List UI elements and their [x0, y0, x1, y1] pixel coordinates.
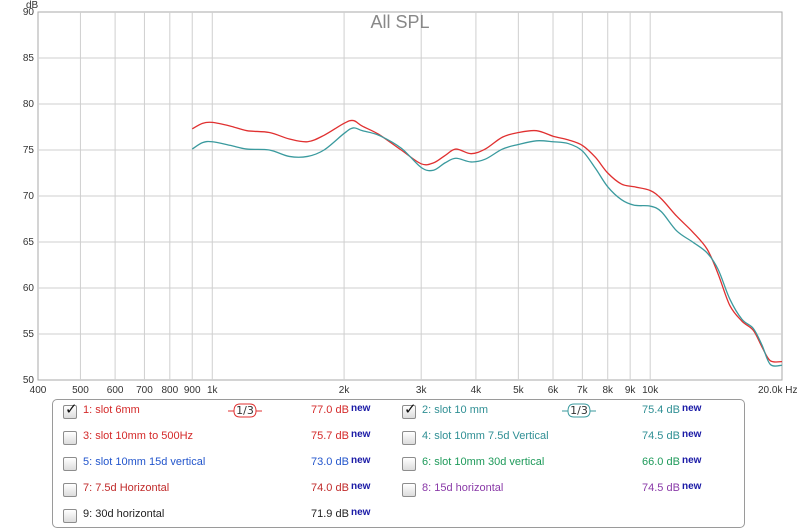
checkbox[interactable] [63, 431, 77, 445]
legend-label: 4: slot 10mm 7.5d Vertical [422, 430, 549, 442]
new-link[interactable]: new [351, 507, 371, 518]
series-line-2[interactable] [191, 127, 783, 367]
x-tick-label: 5k [513, 385, 525, 396]
legend-item-4: 4: slot 10mm 7.5d Vertical 74.5 dB new [392, 426, 732, 452]
x-tick-label: 1k [207, 385, 219, 396]
checkmark-icon: ✓ [65, 400, 78, 418]
x-tick-label: 700 [136, 385, 153, 396]
new-link[interactable]: new [682, 403, 702, 414]
checkbox[interactable] [402, 431, 416, 445]
x-tick-label: 9k [625, 385, 637, 396]
x-tick-label: 3k [416, 385, 428, 396]
legend-value: 75.7 dB [311, 430, 349, 442]
legend-label: 8: 15d horizontal [422, 482, 504, 494]
y-tick-label: 70 [23, 191, 35, 202]
legend-item-6: 6: slot 10mm 30d vertical 66.0 dB new [392, 452, 732, 478]
axis-labels: 50 55 60 65 70 75 80 85 90 400 500 600 700 800 900 1k 2k… [23, 7, 798, 396]
series-line-1[interactable] [191, 119, 783, 363]
smoothing-curve-icon [562, 403, 596, 418]
new-link[interactable]: new [351, 455, 371, 466]
legend-value: 66.0 dB [642, 456, 680, 468]
x-tick-label: 900 [184, 385, 201, 396]
y-tick-label: 80 [23, 99, 35, 110]
y-tick-label: 50 [23, 375, 35, 386]
legend-row: 3: slot 10mm to 500Hz 75.7 dB new 4: slo… [53, 426, 744, 452]
series-lines[interactable] [191, 119, 783, 367]
legend-value: 71.9 dB [311, 508, 349, 520]
smoothing-label: 1/3 [236, 404, 254, 417]
x-tick-label: 6k [548, 385, 560, 396]
checkbox-slot-10mm[interactable]: ✓ [402, 400, 417, 419]
smoothing-button[interactable]: 1/3 [562, 403, 596, 418]
new-link[interactable]: new [351, 403, 371, 414]
new-link[interactable]: new [351, 481, 371, 492]
y-tick-label: 90 [23, 7, 35, 18]
checkmark-icon: ✓ [404, 400, 417, 418]
new-link[interactable]: new [351, 429, 371, 440]
legend-row: 9: 30d horizontal 71.9 dB new [53, 504, 744, 530]
legend-row: 7: 7.5d Horizontal 74.0 dB new 8: 15d ho… [53, 478, 744, 504]
legend-panel: ✓ 1: slot 6mm 1/3 77.0 dB new ✓ 2: slot … [52, 399, 745, 528]
smoothing-label: 1/3 [570, 404, 588, 417]
spl-chart: 50 55 60 65 70 75 80 85 90 400 500 600 700 800 900 1k 2k… [23, 0, 798, 396]
legend-item-7: 7: 7.5d Horizontal 74.0 dB new [53, 478, 393, 504]
legend-row: ✓ 1: slot 6mm 1/3 77.0 dB new ✓ 2: slot … [53, 400, 744, 426]
x-tick-label: 500 [72, 385, 89, 396]
legend-item-5: 5: slot 10mm 15d vertical 73.0 dB new [53, 452, 393, 478]
smoothing-curve-icon [228, 403, 262, 418]
y-tick-label: 65 [23, 237, 35, 248]
legend-label: 7: 7.5d Horizontal [83, 482, 170, 494]
y-tick-label: 75 [23, 145, 35, 156]
x-tick-label: 2k [339, 385, 351, 396]
x-tick-label: 10k [642, 385, 659, 396]
legend-item-2: ✓ 2: slot 10 mm 1/3 75.4 dB new [392, 400, 732, 426]
new-link[interactable]: new [682, 481, 702, 492]
legend-value: 74.0 dB [311, 482, 349, 494]
legend-label: 1: slot 6mm [83, 404, 140, 416]
legend-item-1: ✓ 1: slot 6mm 1/3 77.0 dB new [53, 400, 393, 426]
checkbox[interactable] [63, 483, 77, 497]
x-tick-label: 4k [471, 385, 483, 396]
x-tick-label: 800 [161, 385, 178, 396]
x-tick-label: 7k [577, 385, 589, 396]
checkbox-slot-6mm[interactable]: ✓ [63, 400, 78, 419]
x-tick-label: 8k [602, 385, 614, 396]
checkbox[interactable] [402, 457, 416, 471]
x-tick-label: 20.0k Hz [758, 385, 797, 396]
legend-value: 74.5 dB [642, 482, 680, 494]
legend-item-9: 9: 30d horizontal 71.9 dB new [53, 504, 393, 530]
y-axis-label: dB [26, 0, 39, 11]
legend-item-8: 8: 15d horizontal 74.5 dB new [392, 478, 732, 504]
legend-label: 5: slot 10mm 15d vertical [83, 456, 206, 468]
legend-item-3: 3: slot 10mm to 500Hz 75.7 dB new [53, 426, 393, 452]
legend-row: 5: slot 10mm 15d vertical 73.0 dB new 6:… [53, 452, 744, 478]
checkbox[interactable] [63, 457, 77, 471]
legend-label: 6: slot 10mm 30d vertical [422, 456, 545, 468]
new-link[interactable]: new [682, 429, 702, 440]
legend-label: 2: slot 10 mm [422, 404, 489, 416]
legend-label: 3: slot 10mm to 500Hz [83, 430, 194, 442]
smoothing-button[interactable]: 1/3 [228, 403, 262, 418]
legend-value: 75.4 dB [642, 404, 680, 416]
legend-value: 73.0 dB [311, 456, 349, 468]
legend-value: 74.5 dB [642, 430, 680, 442]
y-tick-label: 55 [23, 329, 35, 340]
x-tick-label: 600 [107, 385, 124, 396]
checkbox[interactable] [63, 509, 77, 523]
x-tick-label: 400 [30, 385, 47, 396]
y-tick-label: 85 [23, 53, 35, 64]
y-tick-label: 60 [23, 283, 35, 294]
legend-label: 9: 30d horizontal [83, 508, 165, 520]
checkbox[interactable] [402, 483, 416, 497]
legend-value: 77.0 dB [311, 404, 349, 416]
new-link[interactable]: new [682, 455, 702, 466]
grid-lines [38, 12, 782, 380]
chart-title: All SPL [370, 12, 429, 32]
